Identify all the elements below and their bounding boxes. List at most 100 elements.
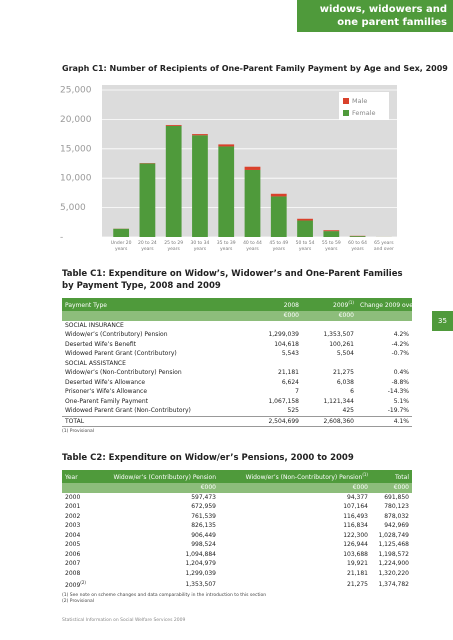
table-cell: 104,618 bbox=[232, 340, 302, 350]
table-cell: Widow/er’s (Non-Contributory) Pension(1) bbox=[219, 470, 371, 483]
table-title: Table C1: Expenditure on Widow’s, Widowe… bbox=[62, 269, 403, 291]
cell-text: 2007 bbox=[65, 560, 81, 567]
table-cell: 2001 bbox=[62, 502, 86, 512]
cell-text: Total bbox=[394, 474, 409, 481]
table-cell: 2004 bbox=[62, 531, 86, 541]
legend-swatch bbox=[343, 110, 349, 116]
y-tick-label: 5,000 bbox=[60, 203, 86, 213]
bar bbox=[244, 166, 261, 170]
cell-text: 2006 bbox=[65, 550, 81, 558]
x-tick-label: 50 to 54 years bbox=[295, 241, 315, 252]
table-cell: Widow/er’s (Contributory) Pension bbox=[62, 330, 232, 340]
cell-text: 1,353,507 bbox=[323, 331, 354, 338]
cell-text: 4.1% bbox=[393, 417, 409, 425]
cell-text: 2009 bbox=[65, 582, 81, 589]
cell-text: Widow/er’s (Contributory) Pension bbox=[113, 474, 216, 481]
table-note: (1) Provisional bbox=[62, 429, 95, 434]
cell-text: -8.8% bbox=[391, 378, 409, 386]
legend-label: Female bbox=[352, 109, 376, 117]
table-cell: 21,275 bbox=[302, 368, 357, 378]
cell-text: 2001 bbox=[65, 503, 81, 510]
table-cell: 425 bbox=[302, 406, 357, 416]
table-row: SOCIAL ASSISTANCE bbox=[62, 359, 412, 369]
page-number: 35 bbox=[432, 311, 453, 331]
table-cell: 116,493 bbox=[219, 512, 371, 522]
bar bbox=[323, 231, 340, 237]
y-tick-label: 25,000 bbox=[60, 86, 92, 96]
table-cell: 100,261 bbox=[302, 340, 357, 350]
y-tick-label: - bbox=[60, 233, 63, 243]
table-cell: Prisoner’s Wife’s Allowance bbox=[62, 387, 232, 397]
table-cell: 5,504 bbox=[302, 349, 357, 359]
table-row: Deserted Wife’s Benefit 104,618 100,261 -4.… bbox=[62, 340, 412, 350]
cell-text: 104,618 bbox=[274, 340, 299, 348]
table-cell: Widowed Parent Grant (Contributory) bbox=[62, 349, 232, 359]
table-cell bbox=[62, 482, 86, 493]
bar bbox=[192, 134, 208, 136]
table-cell: 7 bbox=[232, 387, 302, 397]
footer: Statistical Information on Social Welfar… bbox=[62, 618, 186, 623]
bar bbox=[270, 193, 287, 197]
table-cell: 6,624 bbox=[232, 378, 302, 388]
cell-text: 21,275 bbox=[347, 580, 368, 588]
table-cell: 597,473 bbox=[86, 493, 219, 503]
cell-text: Prisoner’s Wife’s Allowance bbox=[65, 388, 148, 395]
cell-text: 1,299,039 bbox=[268, 331, 299, 338]
table-cell: 1,198,572 bbox=[371, 550, 412, 560]
table-cell: €000 bbox=[371, 482, 412, 493]
table-cell: 21,181 bbox=[232, 368, 302, 378]
table-cell: 1,320,220 bbox=[371, 569, 412, 579]
cell-text: 116,834 bbox=[343, 522, 368, 529]
cell-text: 672,959 bbox=[191, 503, 216, 510]
x-tick-label: Under 20 years bbox=[110, 241, 132, 252]
cell-text: -4.2% bbox=[391, 340, 409, 348]
cell-text: 1,028,749 bbox=[378, 531, 409, 539]
bar bbox=[139, 163, 156, 237]
table-cell: 2009(2) bbox=[62, 578, 86, 591]
cell-text: Widow/er’s (Non-Contributory) Pension bbox=[65, 369, 182, 376]
table-row: SOCIAL INSURANCE bbox=[62, 321, 412, 331]
table-cell: 878,032 bbox=[371, 512, 412, 522]
y-tick-label: 10,000 bbox=[60, 174, 92, 184]
table-cell: €000 bbox=[219, 482, 371, 493]
bar bbox=[297, 218, 313, 221]
table-cell: SOCIAL ASSISTANCE bbox=[62, 359, 412, 369]
cell-text: 100,261 bbox=[329, 340, 354, 348]
table-cell bbox=[357, 310, 412, 321]
cell-text: -19.7% bbox=[387, 407, 409, 414]
table-cell: €000 bbox=[232, 310, 302, 321]
cell-text: 4.2% bbox=[393, 331, 409, 338]
y-tick-label: 20,000 bbox=[60, 115, 92, 125]
cell-text: 1,094,884 bbox=[185, 550, 216, 558]
table-cell: €000 bbox=[302, 310, 357, 321]
cell-text: 122,300 bbox=[343, 531, 368, 539]
table-cell: 94,377 bbox=[219, 493, 371, 503]
cell-text: 906,449 bbox=[191, 531, 216, 539]
section-header: widows, widowers and one parent families bbox=[297, 0, 453, 32]
table-row: Widowed Parent Grant (Non-Contributory) 5… bbox=[62, 406, 412, 416]
cell-text: 1,125,468 bbox=[378, 541, 409, 548]
bar bbox=[349, 236, 366, 237]
table-row: 2008 1,299,039 21,181 1,320,220 bbox=[62, 569, 412, 579]
table-cell: 1,094,884 bbox=[86, 550, 219, 560]
table-row: 2003 826,135 116,834 942,969 bbox=[62, 521, 412, 531]
cell-text: 94,377 bbox=[347, 493, 368, 501]
cell-text: 826,135 bbox=[191, 522, 216, 529]
cell-text: €000 bbox=[200, 483, 216, 491]
cell-text: €000 bbox=[393, 483, 409, 491]
table-cell: 103,688 bbox=[219, 550, 371, 560]
cell-text: 2008 bbox=[65, 569, 81, 577]
table-cell: 126,944 bbox=[219, 540, 371, 550]
bar bbox=[165, 125, 182, 237]
table-cell: -19.7% bbox=[357, 406, 412, 416]
table-row: 2009(2) 1,353,507 21,275 1,374,782 bbox=[62, 578, 412, 591]
table-cell: 826,135 bbox=[86, 521, 219, 531]
cell-text: One-Parent Family Payment bbox=[65, 397, 148, 405]
table-cell: 2005 bbox=[62, 540, 86, 550]
table-row: 2005 998,524 126,944 1,125,468 bbox=[62, 540, 412, 550]
footnote-mark: (1) bbox=[348, 300, 354, 305]
table-cell: Total bbox=[371, 470, 412, 483]
cell-text: Change 2009 over 2008 bbox=[360, 302, 412, 309]
